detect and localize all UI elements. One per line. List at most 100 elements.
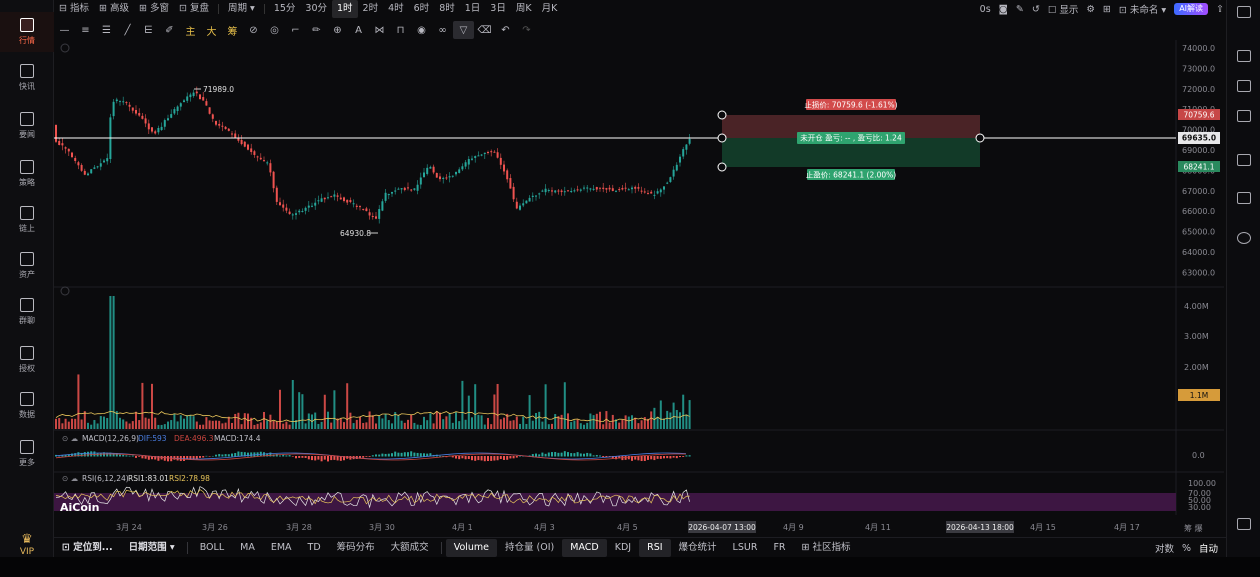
indicator-boll[interactable]: BOLL	[199, 541, 225, 553]
sidebar-item-onchain[interactable]: 链上	[0, 200, 54, 240]
interval-4h[interactable]: 4时	[388, 3, 404, 14]
sidebar-item-assets[interactable]: 资产	[0, 246, 54, 286]
chart-canvas[interactable]: 74000.073000.072000.071000.070000.069000…	[54, 40, 1224, 537]
edit-icon[interactable]: ✎	[1015, 3, 1024, 15]
log-scale-toggle[interactable]: 对数	[1154, 544, 1174, 555]
sub-macd[interactable]: MACD	[562, 538, 607, 557]
indicator-chip-distribution[interactable]: 筹码分布	[336, 541, 375, 553]
share-icon[interactable]: ⇪	[1216, 3, 1224, 15]
lock-icon[interactable]: ⊓	[396, 24, 405, 36]
brush-icon[interactable]: ✐	[165, 24, 174, 36]
trash-icon[interactable]: ⌫	[477, 24, 492, 36]
rsi-icon[interactable]: ⊙ ☁	[62, 474, 79, 483]
sub-open-interest[interactable]: 持仓量 (OI)	[505, 541, 555, 553]
grid-view-icon[interactable]	[1237, 518, 1251, 530]
ai-interpret-button[interactable]: AI解读	[1174, 3, 1209, 15]
interval-15m[interactable]: 15分	[273, 3, 296, 14]
interval-30m[interactable]: 30分	[305, 3, 327, 14]
indicator-large-trades[interactable]: 大额成交	[390, 541, 429, 553]
entry-handle[interactable]	[717, 133, 727, 143]
link-icon[interactable]: ∞	[438, 24, 447, 36]
notes-icon[interactable]	[1237, 80, 1251, 92]
main-pane-settings-icon[interactable]	[60, 43, 70, 53]
zoom-icon[interactable]: ⊕	[333, 24, 342, 36]
interval-1mo[interactable]: 月K	[541, 3, 558, 14]
redo-draw-icon[interactable]: ↷	[522, 24, 531, 36]
replay-button[interactable]: ⊡ 复盘	[179, 3, 209, 14]
parallel-lines-icon[interactable]: ≡	[81, 24, 90, 36]
undo-icon[interactable]: ↺	[1031, 3, 1040, 15]
sub-volume[interactable]: Volume	[445, 538, 498, 557]
sidebar-item-chat[interactable]: 群聊	[0, 292, 54, 332]
volume-level-2m: 2.00M	[1184, 363, 1209, 372]
locate-button[interactable]: ⊡ 定位到...	[62, 541, 113, 553]
indicator-button[interactable]: ⊟ 指标	[59, 3, 89, 14]
sidebar-item-auth[interactable]: 授权	[0, 340, 54, 380]
sub-rsi[interactable]: RSI	[639, 538, 671, 557]
window-icon[interactable]	[1237, 154, 1251, 166]
advanced-button[interactable]: ⊞ 高级	[99, 3, 129, 14]
sub-liquidation[interactable]: 爆仓统计	[678, 541, 717, 553]
pattern-icon[interactable]: ⋈	[374, 24, 385, 36]
interval-8h[interactable]: 8时	[439, 3, 455, 14]
horizontal-line-icon[interactable]: —	[59, 24, 70, 36]
auto-scale-toggle[interactable]: 自动	[1198, 544, 1218, 555]
grid-layout-icon[interactable]: ⊞	[1102, 3, 1111, 15]
sub-fr[interactable]: FR	[773, 541, 786, 553]
period-dropdown[interactable]: 周期 ▾	[228, 3, 255, 14]
trend-line-icon[interactable]: ╱	[124, 24, 131, 36]
hyperlink-icon[interactable]: ⊘	[249, 24, 258, 36]
sub-community[interactable]: ⊞ 社区指标	[801, 541, 851, 553]
interval-1w[interactable]: 周K	[515, 3, 532, 14]
sidebar-item-data[interactable]: 数据	[0, 386, 54, 426]
sidebar-item-market[interactable]: 行情	[0, 12, 54, 52]
interval-2h[interactable]: 2时	[362, 3, 379, 14]
sidebar-item-news[interactable]: 快讯	[0, 58, 54, 98]
volume-pane-settings-icon[interactable]	[60, 286, 70, 296]
sub-lsur[interactable]: LSUR	[732, 541, 758, 553]
macd-icon[interactable]: ⊙ ☁	[62, 434, 79, 443]
interval-1h[interactable]: 1时	[332, 0, 358, 18]
time-icon[interactable]	[1237, 232, 1251, 244]
big-order-button[interactable]: 大	[206, 26, 217, 38]
indicator-ema[interactable]: EMA	[270, 541, 292, 553]
text-icon[interactable]: A	[355, 24, 362, 36]
list-icon[interactable]	[1237, 110, 1251, 122]
undo-draw-icon[interactable]: ↶	[501, 24, 510, 36]
bot-icon[interactable]	[1237, 192, 1251, 204]
channel-icon[interactable]: ☰	[102, 24, 111, 36]
camera-icon[interactable]: ◙	[998, 3, 1008, 15]
seconds-counter[interactable]: 0s	[979, 3, 991, 15]
interval-3d[interactable]: 3日	[490, 3, 506, 14]
magnet-icon[interactable]: ◎	[270, 24, 279, 36]
interval-6h[interactable]: 6时	[413, 3, 430, 14]
range-handle[interactable]	[975, 133, 985, 143]
display-button[interactable]: ☐ 显示	[1047, 5, 1079, 16]
sidebar-item-strategy[interactable]: 策略	[0, 154, 54, 194]
eye-icon[interactable]: ◉	[417, 24, 426, 36]
layout-name-dropdown[interactable]: ⊡ 未命名 ▾	[1118, 5, 1167, 16]
corner-buttons[interactable]: 筹 爆	[1184, 523, 1203, 533]
date-range-dropdown[interactable]: 日期范围 ▾	[128, 541, 175, 553]
sidebar-item-more[interactable]: 更多	[0, 434, 54, 474]
take-profit-handle[interactable]	[717, 162, 727, 172]
filter-icon[interactable]: ▽	[453, 21, 474, 39]
indicator-ma[interactable]: MA	[240, 541, 255, 553]
chip-button[interactable]: 筹	[227, 26, 238, 38]
percent-scale-toggle[interactable]: %	[1181, 542, 1191, 554]
pencil-icon[interactable]: ✏	[312, 24, 321, 36]
sidebar-item-headlines[interactable]: 要闻	[0, 106, 54, 146]
sub-kdj[interactable]: KDJ	[614, 541, 632, 553]
chart-area[interactable]: 74000.073000.072000.071000.070000.069000…	[54, 40, 1224, 537]
interval-1d[interactable]: 1日	[464, 3, 481, 14]
settings-icon[interactable]: ⚙	[1086, 3, 1095, 15]
crop-icon[interactable]: ⌐	[291, 24, 300, 36]
layout-icon[interactable]	[1237, 50, 1251, 62]
fib-icon[interactable]: ⋿	[144, 24, 153, 36]
stop-loss-handle[interactable]	[717, 110, 727, 120]
vip-button[interactable]: ♛ VIP	[0, 532, 54, 557]
indicator-td[interactable]: TD	[307, 541, 321, 553]
menu-icon[interactable]	[1237, 6, 1251, 18]
main-force-button[interactable]: 主	[185, 26, 196, 38]
multi-window-button[interactable]: ⊞ 多窗	[139, 3, 169, 14]
